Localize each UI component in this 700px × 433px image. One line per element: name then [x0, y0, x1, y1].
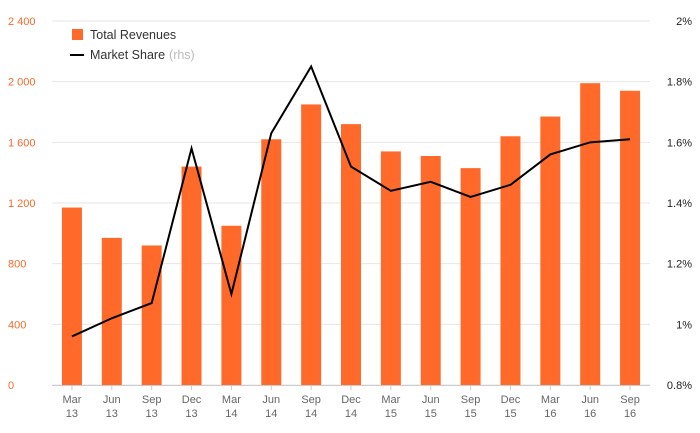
revenue-bar: [61, 207, 82, 385]
left-axis-tick-label: 0: [8, 380, 14, 392]
x-axis-tick-label-month: Mar: [222, 394, 241, 406]
x-axis-tick-label-month: Mar: [62, 394, 81, 406]
right-axis-tick-label: 1.6%: [667, 137, 692, 149]
axes: 0 400 800 1 200 1 600 2 000 2 400 0.8% 1% 1.2% 1.4…: [8, 16, 692, 420]
legend-label-total-revenues: Total Revenues: [90, 28, 176, 42]
legend-note-rhs: (rhs): [169, 48, 195, 62]
left-axis-tick-label: 800: [8, 259, 26, 271]
revenue-bar: [420, 155, 441, 385]
right-axis-tick-label: 1.4%: [667, 198, 692, 210]
x-axis-tick-label-month: Sep: [620, 394, 640, 406]
x-axis-tick-label-month: Dec: [501, 394, 521, 406]
revenue-bar: [181, 166, 202, 385]
revenue-bar: [580, 83, 601, 385]
x-axis-tick-label-month: Dec: [341, 394, 361, 406]
x-axis-tick-label-month: Jun: [262, 394, 280, 406]
market-share-line: [71, 64, 631, 338]
revenue-bar: [301, 104, 322, 386]
x-axis-tick-label-year: 16: [544, 408, 556, 420]
x-axis-tick-label-month: Sep: [301, 394, 321, 406]
x-axis-tick-label-month: Mar: [541, 394, 560, 406]
revenue-bar: [261, 139, 282, 385]
x-axis-tick-label-year: 13: [185, 408, 197, 420]
x-axis-tick-label-year: 13: [146, 408, 158, 420]
revenue-bar: [101, 237, 122, 385]
x-axis-tick-label-year: 13: [66, 408, 78, 420]
x-axis-tick-label-month: Sep: [142, 394, 162, 406]
x-axis-tick-label-year: 14: [345, 408, 357, 420]
right-axis-tick-label: 1%: [676, 319, 692, 331]
x-axis-tick-label-year: 14: [225, 408, 237, 420]
revenue-bar: [380, 151, 401, 385]
left-axis-tick-label: 400: [8, 319, 26, 331]
x-axis-tick-label-year: 14: [305, 408, 317, 420]
right-axis-tick-label: 1.8%: [667, 77, 692, 89]
left-axis-tick-label: 1 600: [8, 137, 36, 149]
revenue-bar: [341, 124, 361, 385]
x-axis-tick-label-year: 15: [464, 408, 476, 420]
left-axis-tick-label: 1 200: [8, 198, 36, 210]
x-axis-tick-label-month: Dec: [182, 394, 202, 406]
legend: Total Revenues Market Share (rhs): [70, 28, 195, 62]
x-axis-tick-label-year: 14: [265, 408, 277, 420]
x-axis-tick-label-year: 15: [385, 408, 397, 420]
right-axis-tick-label: 0.8%: [667, 380, 692, 392]
legend-label-market-share: Market Share (rhs): [90, 48, 195, 62]
left-axis-tick-label: 2 000: [8, 77, 36, 89]
x-axis-tick-label-month: Jun: [103, 394, 121, 406]
x-axis-tick-label-month: Mar: [381, 394, 400, 406]
x-axis-tick-label-year: 16: [624, 408, 636, 420]
orange-square-icon: [72, 29, 83, 40]
revenue-bars: [61, 83, 641, 386]
revenue-bar: [620, 90, 641, 386]
x-axis-tick-label-month: Jun: [422, 394, 440, 406]
right-axis-tick-label: 2%: [676, 16, 692, 28]
x-axis-tick-label-year: 16: [584, 408, 596, 420]
revenue-bar: [221, 225, 242, 385]
x-axis-tick-label-month: Jun: [581, 394, 599, 406]
revenue-bar: [500, 136, 521, 385]
revenue-bar: [141, 245, 162, 385]
right-axis-tick-label: 1.2%: [667, 259, 692, 271]
x-axis-tick-label-month: Sep: [461, 394, 481, 406]
x-axis-tick-label-year: 15: [504, 408, 516, 420]
revenue-bar: [460, 168, 481, 385]
market-share-line-group: [71, 64, 631, 338]
x-axis-tick-label-year: 15: [425, 408, 437, 420]
revenue-bar: [540, 116, 561, 386]
legend-label-market-share-text: Market Share: [90, 48, 165, 62]
x-axis-tick-label-year: 13: [106, 408, 118, 420]
left-axis-tick-label: 2 400: [8, 16, 36, 28]
